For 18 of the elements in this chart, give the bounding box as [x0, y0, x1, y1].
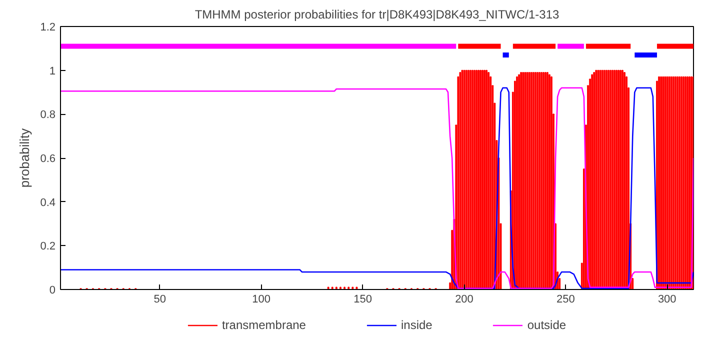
- y-tick-label: 0.6: [40, 153, 56, 165]
- y-tick-label: 0.8: [40, 109, 56, 122]
- y-tick-label: 0.4: [40, 196, 56, 209]
- y-tick-label: 0: [49, 284, 56, 296]
- chart-title: TMHMM posterior probabilities for tr|D8K493|D8K493_NITWC/1-313: [194, 8, 560, 22]
- x-tick-label: 300: [658, 294, 676, 306]
- y-axis-title: probability: [17, 128, 32, 188]
- legend-label: inside: [400, 318, 432, 332]
- y-tick-label: 1: [49, 65, 56, 78]
- legend-label: transmembrane: [222, 318, 306, 332]
- x-tick-label: 150: [354, 294, 372, 306]
- x-tick-label: 250: [556, 294, 575, 306]
- x-tick-label: 100: [252, 294, 271, 306]
- legend-label: outside: [527, 318, 566, 332]
- x-tick-label: 50: [154, 294, 166, 306]
- x-tick-label: 200: [455, 294, 474, 306]
- y-tick-label: 0.2: [40, 240, 56, 253]
- y-tick-label: 1.2: [40, 22, 56, 34]
